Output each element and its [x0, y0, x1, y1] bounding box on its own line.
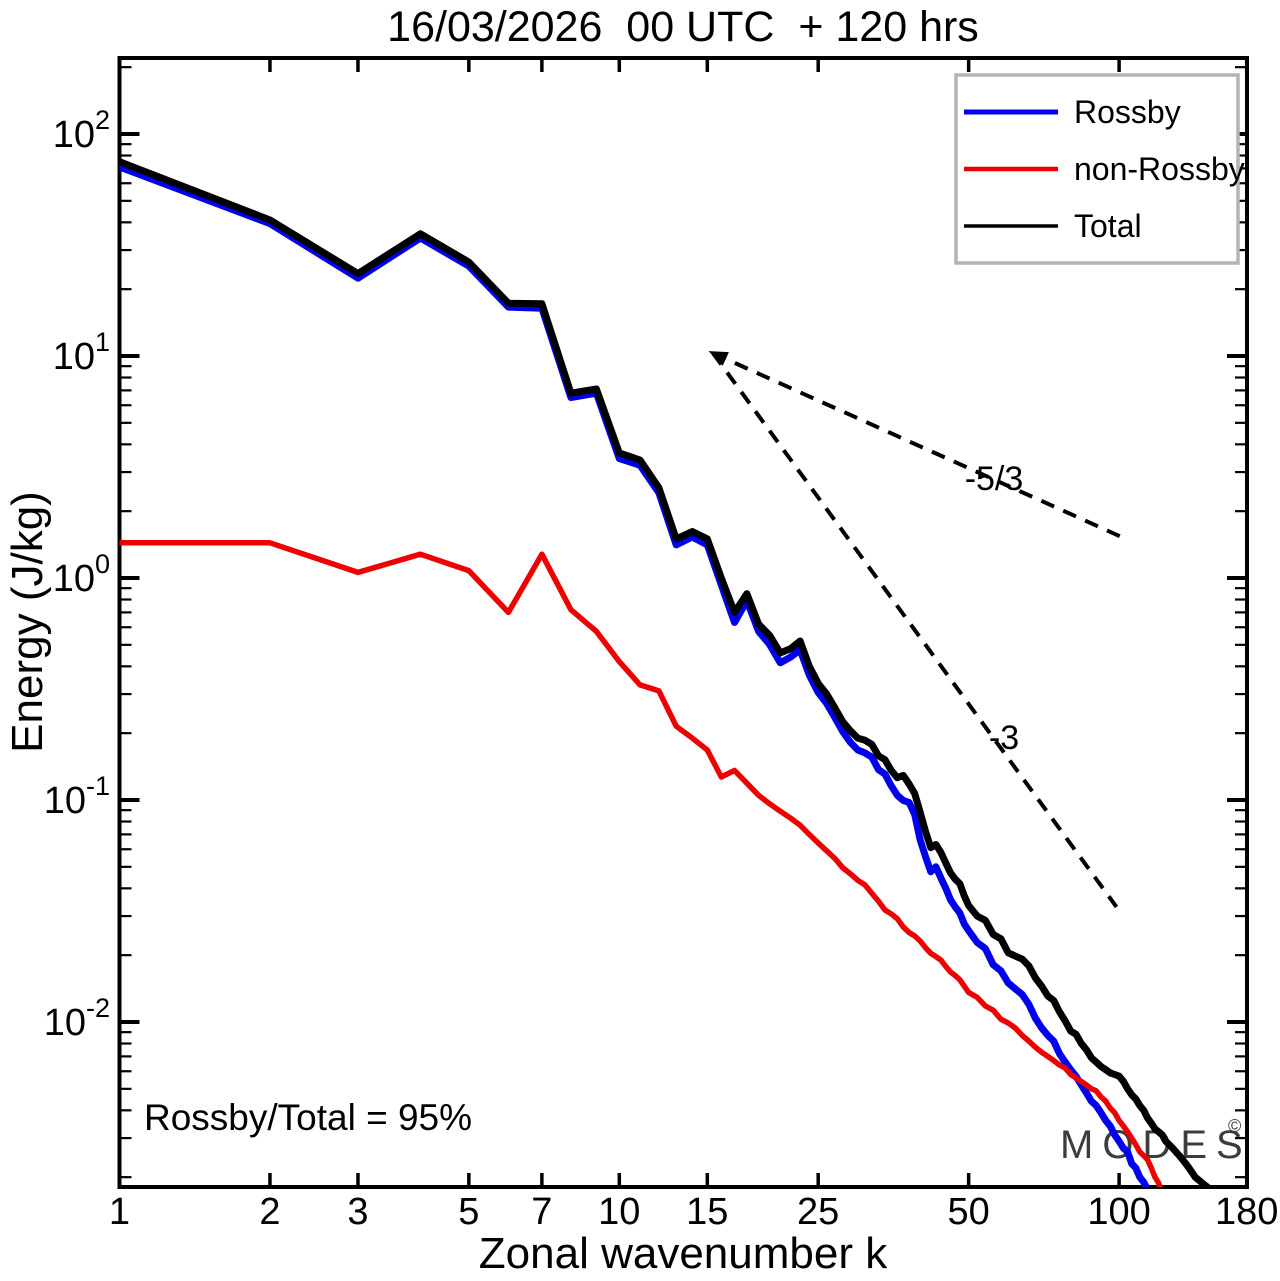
slope-reference-line — [712, 351, 1126, 541]
slope-label-five-thirds: -5/3 — [965, 460, 1024, 498]
tick-label-layer: 1 2 3 5 7 10 15 25 50 100 180 102 101 100 10-1 10-2 — [44, 105, 1279, 1233]
curve-non-rossby — [119, 540, 1163, 1187]
watermark-copyright-icon: © — [1228, 1116, 1241, 1136]
watermark: MODES © — [1060, 1116, 1252, 1167]
legend-label-non-rossby: non-Rossby — [1074, 151, 1245, 187]
x-tick-label: 7 — [531, 1191, 552, 1233]
watermark-text: MODES — [1060, 1123, 1252, 1167]
x-tick-label: 100 — [1087, 1191, 1150, 1233]
legend-label-total: Total — [1074, 208, 1142, 244]
x-tick-label: 3 — [347, 1191, 368, 1233]
x-axis-title: Zonal wavenumber k — [479, 1229, 888, 1278]
x-tick-label: 50 — [948, 1191, 990, 1233]
curves-layer — [119, 158, 1211, 1187]
y-tick-label: 100 — [53, 549, 110, 600]
annotation-rossby-total: Rossby/Total = 95% — [144, 1097, 472, 1138]
y-tick-label: 101 — [53, 327, 110, 378]
axes-frame — [117, 56, 1249, 1189]
x-tick-label: 5 — [458, 1191, 479, 1233]
x-tick-label: 180 — [1215, 1191, 1278, 1233]
x-tick-label: 10 — [598, 1191, 640, 1233]
x-tick-label: 15 — [686, 1191, 728, 1233]
curve-rossby — [119, 163, 1150, 1187]
chart-title: 16/03/2026 00 UTC + 120 hrs — [387, 3, 979, 51]
legend-label-rossby: Rossby — [1074, 94, 1181, 130]
slope-reference-line — [711, 351, 1119, 909]
y-tick-label: 102 — [53, 105, 110, 156]
x-tick-label: 1 — [109, 1191, 130, 1233]
legend: Rossby non-Rossby Total — [954, 73, 1245, 265]
curve-total — [119, 158, 1211, 1187]
y-axis-title: Energy (J/kg) — [3, 491, 52, 753]
static-text-layer: 16/03/2026 00 UTC + 120 hrs Zonal wavenu… — [3, 3, 1252, 1278]
x-tick-label: 25 — [797, 1191, 839, 1233]
x-tick-label: 2 — [259, 1191, 280, 1233]
y-tick-label: 10-1 — [44, 771, 110, 822]
plot-layer — [117, 56, 1249, 1189]
y-tick-label: 10-2 — [44, 993, 110, 1044]
